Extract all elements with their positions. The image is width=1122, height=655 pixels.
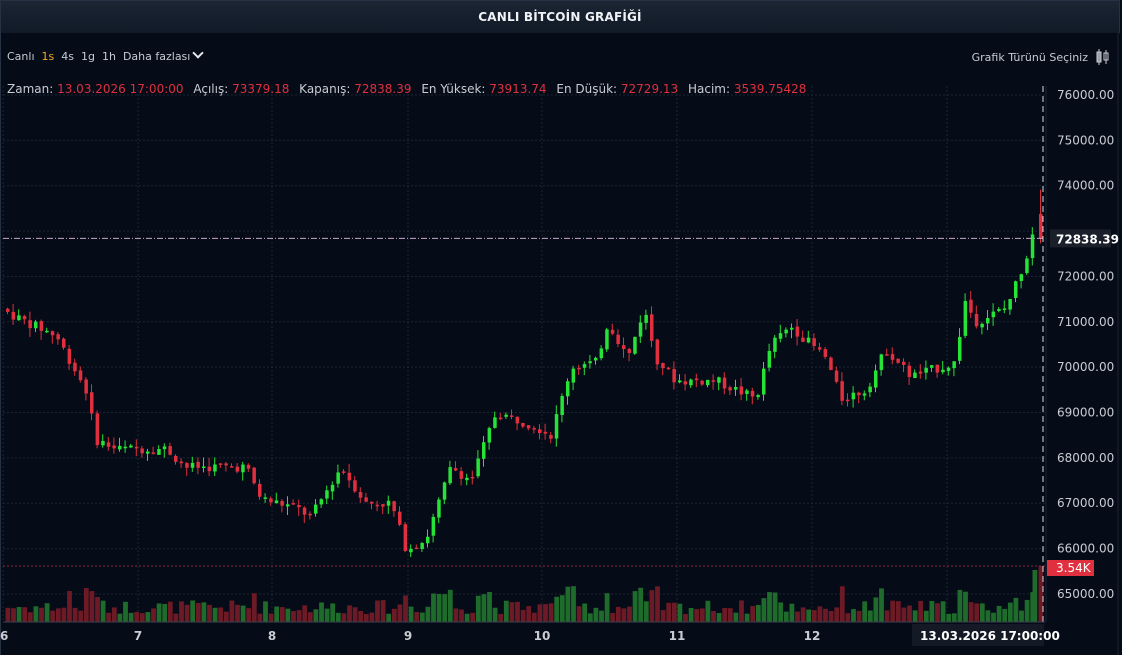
svg-text:66000.00: 66000.00 [1057,542,1114,556]
svg-text:75000.00: 75000.00 [1057,133,1114,147]
crosshair-time-label: 13.03.2026 17:00:00 [920,629,1060,643]
volume-label: Hacim: [688,82,731,96]
close-value: 72838.39 [354,82,412,96]
chart-grid [2,32,1119,655]
high-label: En Yüksek: [421,82,486,96]
interval-selector: Canlı 1s 4s 1g 1h Daha fazlası [7,47,205,63]
svg-text:71000.00: 71000.00 [1057,315,1114,329]
chart-toolbar: Canlı 1s 4s 1g 1h Daha fazlası Grafik Tü… [0,44,1122,72]
time-label: Zaman: [7,82,54,96]
svg-text:65000.00: 65000.00 [1057,587,1114,601]
low-label: En Düşük: [556,82,618,96]
svg-text:12: 12 [804,629,821,643]
svg-text:10: 10 [534,629,551,643]
more-intervals-dropdown[interactable]: Daha fazlası [122,47,205,63]
ohlc-legend: Zaman: 13.03.2026 17:00:00 Açılış: 73379… [7,82,812,96]
svg-text:9: 9 [404,629,412,643]
time-value: 13.03.2026 17:00:00 [57,82,184,96]
current-volume-label: 3.54K [1056,561,1092,575]
svg-text:68000.00: 68000.00 [1057,451,1114,465]
current-price-label: 72838.39 [1056,232,1119,246]
candlestick-icon [1096,49,1109,65]
chart-type-label: Grafik Türünü Seçiniz [971,50,1088,64]
time-axis: 6 7 8 9 10 11 12 13.03.2026 17:00:00 [0,621,1060,646]
interval-1s[interactable]: 1s [41,50,55,63]
interval-1h[interactable]: 1h [101,50,116,63]
svg-text:70000.00: 70000.00 [1057,360,1114,374]
close-label: Kapanış: [299,82,351,96]
interval-live[interactable]: Canlı [7,50,35,63]
crosshair-overlay: 72838.39 3.54K [3,86,1119,622]
left-border [0,32,1,655]
high-value: 73913.74 [489,82,547,96]
svg-text:67000.00: 67000.00 [1057,496,1114,510]
volume-value: 3539.75428 [733,82,807,96]
more-intervals-label: Daha fazlası [122,50,191,63]
svg-text:74000.00: 74000.00 [1057,179,1114,193]
low-value: 72729.13 [620,82,679,96]
svg-text:6: 6 [0,629,8,643]
open-label: Açılış: [193,82,229,96]
svg-text:8: 8 [268,629,276,643]
svg-text:11: 11 [669,629,686,643]
svg-text:72000.00: 72000.00 [1057,269,1114,283]
open-value: 73379.18 [232,82,290,96]
svg-text:69000.00: 69000.00 [1057,406,1114,420]
interval-4s[interactable]: 4s [61,50,74,63]
window-title-bar: CANLI BİTCOİN GRAFİĞİ [0,0,1120,33]
chart-type-selector[interactable]: Grafik Türünü Seçiniz [972,48,1110,66]
window-title: CANLI BİTCOİN GRAFİĞİ [478,10,642,24]
interval-1g[interactable]: 1g [80,50,95,63]
price-candles [6,189,1043,558]
price-axis: 76000.00 75000.00 74000.00 72000.00 71000.00… [1057,88,1114,601]
svg-text:76000.00: 76000.00 [1057,88,1114,102]
volume-bars [5,566,1044,622]
svg-text:7: 7 [134,629,142,643]
